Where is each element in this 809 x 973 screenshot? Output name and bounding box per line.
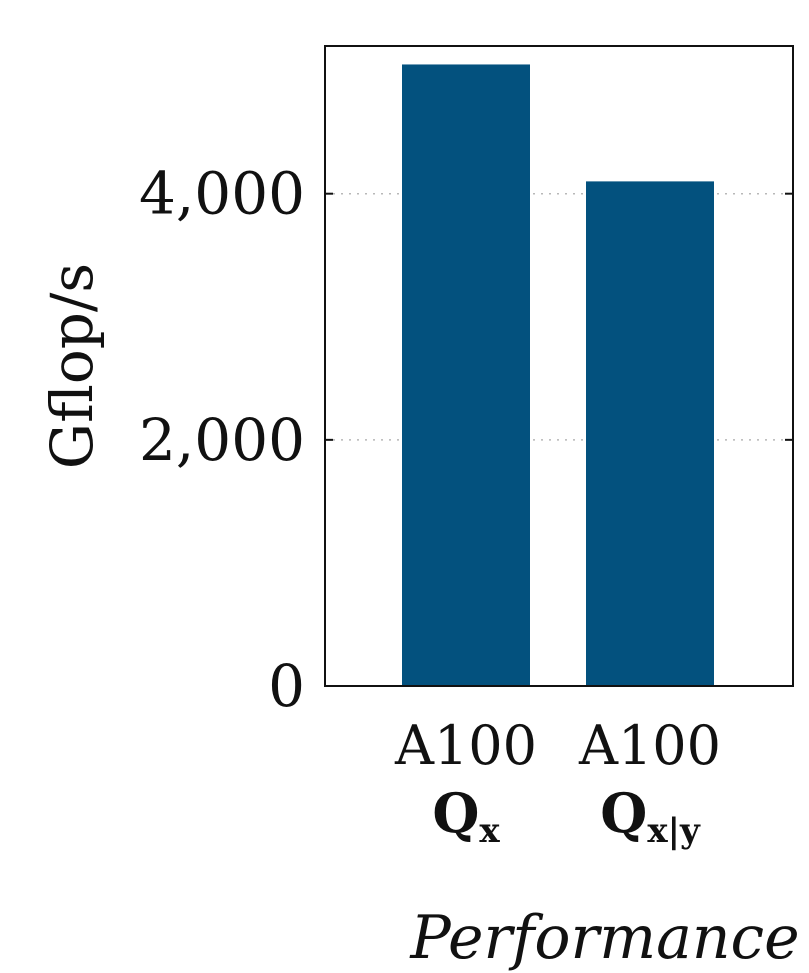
y-axis-label: Gflop/s xyxy=(38,263,106,469)
bar xyxy=(402,64,530,686)
gridlines xyxy=(325,192,793,441)
y-tick-label: 2,000 xyxy=(139,406,305,474)
x-axis-label: Performance xyxy=(409,903,799,973)
y-tick-label: 0 xyxy=(268,652,305,720)
bar xyxy=(586,181,714,686)
category-label-line1: A100 xyxy=(578,714,721,777)
y-axis-ticks: 0 2,000 4,000 xyxy=(139,160,793,720)
plot-frame xyxy=(324,45,794,687)
category-label-line1: A100 xyxy=(394,714,537,777)
category-label-line2: Qx xyxy=(432,781,500,851)
bars xyxy=(402,64,714,686)
y-tick-label: 4,000 xyxy=(139,160,305,228)
category-label-line2: Qx|y xyxy=(600,781,701,851)
